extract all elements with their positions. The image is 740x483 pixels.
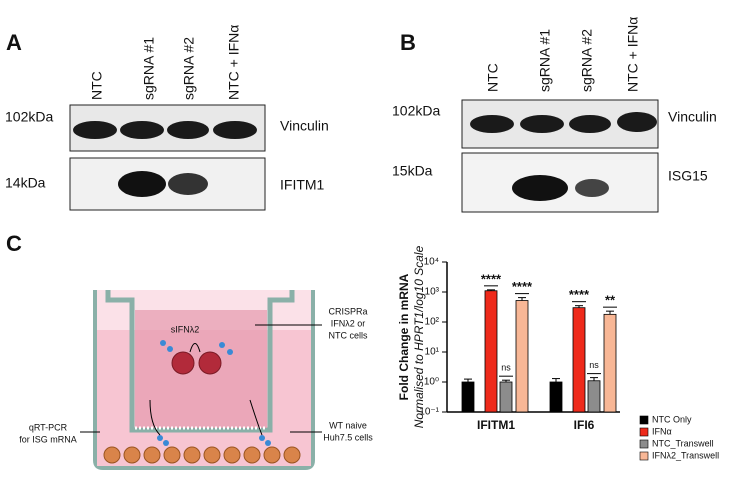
bar (603, 313, 617, 413)
diagram-label: CRISPRa (328, 306, 367, 316)
band (520, 115, 564, 133)
bar (587, 380, 601, 413)
lane-label: sgRNA #1 (141, 37, 157, 100)
lane-labels: NTC sgRNA #1 sgRNA #2 NTC + IFNα (485, 17, 641, 92)
band (569, 115, 611, 133)
y-tick-label: 10⁻¹ (419, 407, 439, 418)
band (167, 121, 209, 139)
lane-labels: NTC sgRNA #1 sgRNA #2 NTC + IFNα (89, 25, 242, 100)
y-tick-label: 10¹ (425, 347, 440, 358)
y-axis-title: Fold Change in mRNA (397, 273, 411, 400)
band (168, 173, 208, 195)
band (120, 121, 164, 139)
protein-label: Vinculin (668, 109, 717, 125)
legend-label: IFNα (652, 426, 672, 436)
y-tick-label: 10³ (425, 287, 440, 298)
marker-label: 14kDa (5, 175, 46, 191)
panel-letter: A (6, 30, 22, 55)
y-axis-subtitle: Normalised to HPRT1/log10 Scale (412, 245, 426, 428)
bar (515, 300, 529, 413)
bar (549, 381, 563, 413)
transwell-diagram (80, 290, 322, 470)
lane-label: NTC + IFNα (625, 17, 641, 92)
band (118, 171, 166, 197)
legend-label: NTC Only (652, 414, 692, 424)
bar (572, 307, 586, 413)
lane-label: NTC + IFNα (226, 25, 242, 100)
diagram-label: for ISG mRNA (19, 434, 77, 444)
bar (499, 381, 513, 413)
bar (484, 290, 498, 413)
band (512, 175, 568, 201)
diagram-label: Huh7.5 cells (323, 432, 373, 442)
band (73, 121, 117, 139)
band (575, 179, 609, 197)
panel-letter: B (400, 30, 416, 55)
x-tick-label: IFITM1 (477, 418, 515, 432)
y-tick-label: 10⁴ (424, 257, 439, 268)
x-tick-label: IFI6 (574, 418, 595, 432)
diagram-label: IFNλ2 or (331, 318, 366, 328)
marker-label: 15kDa (392, 163, 433, 179)
diagram-label: qRT-PCR (29, 422, 68, 432)
lane-label: NTC (89, 71, 105, 100)
significance-label: ns (589, 360, 599, 370)
diagram-label: sIFNλ2 (171, 324, 200, 334)
significance-label: **** (512, 279, 533, 294)
significance-label: ns (501, 363, 511, 373)
legend-swatch (639, 439, 649, 449)
significance-label: ** (605, 293, 616, 308)
lane-label: sgRNA #2 (181, 37, 197, 100)
band (470, 115, 514, 133)
protein-label: Vinculin (280, 118, 329, 134)
legend-label: NTC_Transwell (652, 438, 714, 448)
legend-label: IFNλ2_Transwell (652, 450, 719, 460)
y-tick-label: 10² (425, 317, 440, 328)
band (617, 112, 657, 132)
marker-label: 102kDa (5, 109, 53, 125)
blot (69, 157, 266, 211)
lane-label: sgRNA #1 (537, 29, 553, 92)
legend-swatch (639, 451, 649, 461)
diagram-label: NTC cells (328, 330, 368, 340)
band (213, 121, 257, 139)
protein-label: ISG15 (668, 168, 708, 184)
lane-label: NTC (485, 63, 501, 92)
protein-label: IFITM1 (280, 177, 325, 193)
bar (461, 381, 475, 413)
marker-label: 102kDa (392, 103, 440, 119)
significance-label: **** (481, 271, 502, 286)
legend-swatch (639, 427, 649, 437)
legend-swatch (639, 415, 649, 425)
lane-label: sgRNA #2 (579, 29, 595, 92)
panel-letter: C (6, 231, 22, 256)
y-tick-label: 10⁰ (424, 377, 439, 388)
diagram-label: WT naive (329, 420, 367, 430)
significance-label: **** (569, 287, 590, 302)
